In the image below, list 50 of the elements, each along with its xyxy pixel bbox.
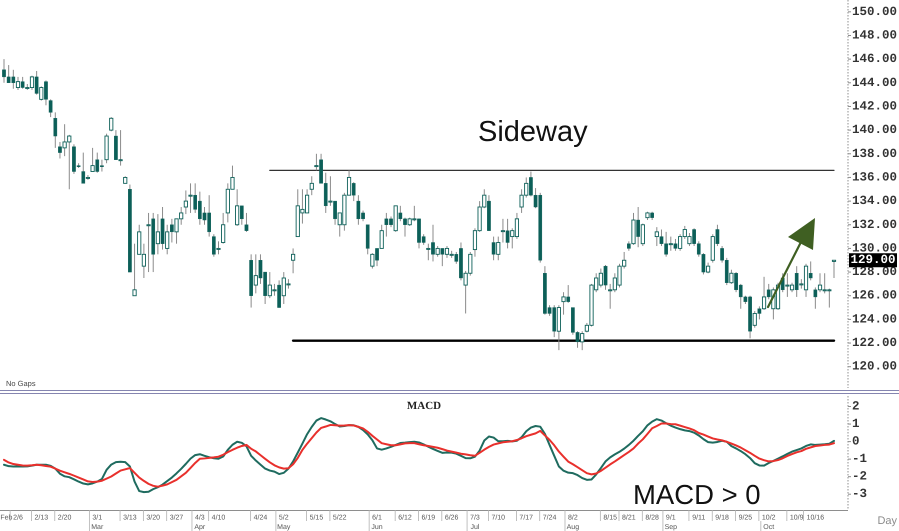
y-tick-label: 120.00	[852, 360, 898, 374]
y-tick-label: 0	[852, 434, 860, 449]
candlestick	[804, 263, 808, 298]
candlestick	[118, 130, 123, 166]
candlestick	[244, 212, 248, 232]
candlestick	[444, 246, 450, 258]
y-tick-label: 122.00	[852, 336, 898, 350]
y-tick-label: 144.00	[852, 76, 898, 90]
annotation: Sideway	[478, 116, 588, 148]
candlestick	[16, 76, 20, 90]
annotation: MACD > 0	[633, 479, 761, 510]
x-axis-title: Day	[877, 515, 898, 527]
y-tick-label: 1	[852, 417, 860, 432]
candlestick	[104, 133, 109, 164]
y-tick-label: -1	[852, 452, 868, 466]
y-tick-label: -2	[852, 470, 868, 484]
y-tick-label: 148.00	[852, 28, 898, 42]
candlestick	[188, 182, 193, 214]
y-tick-label: -3	[852, 487, 868, 502]
candlestick	[109, 116, 114, 132]
candlestick	[291, 248, 296, 274]
y-tick-label: 136.00	[852, 170, 898, 184]
candlestick	[762, 276, 766, 310]
candlestick	[631, 212, 636, 246]
candlestick	[53, 112, 58, 148]
y-tick-label: 130.00	[852, 241, 898, 256]
y-tick-label: 142.00	[852, 99, 898, 114]
y-tick-label: 146.00	[852, 52, 898, 66]
candlestick	[184, 190, 188, 215]
candlestick	[132, 243, 137, 296]
candlestick	[221, 212, 226, 244]
candlestick	[366, 224, 370, 255]
candlestick	[310, 176, 314, 196]
candlestick	[832, 260, 836, 278]
y-tick-label: 138.00	[852, 146, 898, 161]
y-tick-label: 150.00	[852, 4, 898, 19]
candlestick	[561, 292, 566, 316]
candlestick	[500, 218, 506, 243]
chart-title: MACD	[406, 400, 442, 412]
y-tick-label: 128.00	[852, 265, 898, 280]
y-tick-label: 134.00	[852, 194, 898, 208]
y-tick-label: 2	[852, 400, 860, 414]
candlestick	[556, 304, 561, 351]
y-tick-label: 132.00	[852, 218, 898, 232]
y-tick-label: 126.00	[852, 288, 898, 303]
y-tick-label: 124.00	[852, 312, 898, 326]
y-tick-label: 140.00	[852, 123, 898, 138]
candlestick	[216, 240, 221, 255]
candlestick	[90, 147, 95, 172]
candlestick	[48, 98, 52, 118]
